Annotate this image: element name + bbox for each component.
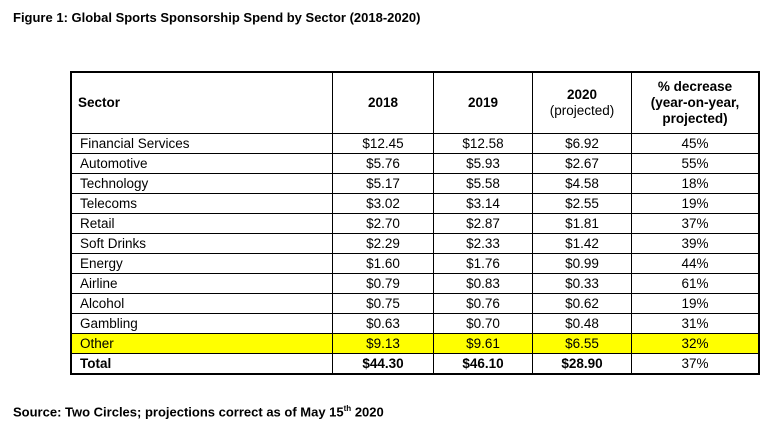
cell-sector: Gambling: [70, 313, 333, 334]
header-sector: Sector: [70, 71, 333, 134]
cell-pct-decrease: 61%: [631, 273, 760, 294]
sponsorship-table: Sector 2018 2019 2020 (projected) % decre…: [70, 71, 760, 375]
cell-pct-decrease: 55%: [631, 153, 760, 174]
cell-2020: $1.42: [532, 233, 632, 254]
cell-sector: Financial Services: [70, 133, 333, 154]
header-pct-line2: (year-on-year,: [650, 95, 740, 110]
table-header-row: Sector 2018 2019 2020 (projected) % decre…: [70, 71, 760, 134]
cell-pct-decrease: 31%: [631, 313, 760, 334]
cell-2019: $0.70: [433, 313, 533, 334]
table-row: Gambling $0.63 $0.70 $0.48 31%: [70, 313, 760, 334]
cell-2019: $5.58: [433, 173, 533, 194]
cell-2018: $0.75: [332, 293, 434, 314]
cell-sector: Airline: [70, 273, 333, 294]
cell-2020: $1.81: [532, 213, 632, 234]
table-row: Alcohol $0.75 $0.76 $0.62 19%: [70, 293, 760, 314]
table-row: Financial Services $12.45 $12.58 $6.92 45%: [70, 133, 760, 154]
cell-sector: Total: [70, 353, 333, 375]
header-2019: 2019: [433, 71, 533, 134]
cell-2020: $4.58: [532, 173, 632, 194]
cell-sector: Retail: [70, 213, 333, 234]
header-pct-line3: projected): [662, 111, 728, 126]
cell-pct-decrease: 39%: [631, 233, 760, 254]
cell-2019: $9.61: [433, 333, 533, 354]
cell-pct-decrease: 32%: [631, 333, 760, 354]
cell-2020: $6.92: [532, 133, 632, 154]
table-row: Automotive $5.76 $5.93 $2.67 55%: [70, 153, 760, 174]
cell-2020: $2.55: [532, 193, 632, 214]
source-year: 2020: [351, 404, 384, 420]
cell-2018: $9.13: [332, 333, 434, 354]
cell-2019: $2.87: [433, 213, 533, 234]
cell-2018: $44.30: [332, 353, 434, 375]
cell-2018: $5.76: [332, 153, 434, 174]
cell-2020: $0.62: [532, 293, 632, 314]
source-text: Source: Two Circles; projections correct…: [13, 404, 344, 420]
cell-sector: Telecoms: [70, 193, 333, 214]
cell-2018: $5.17: [332, 173, 434, 194]
header-pct-decrease: % decrease (year-on-year, projected): [631, 71, 760, 134]
cell-pct-decrease: 19%: [631, 193, 760, 214]
cell-pct-decrease: 18%: [631, 173, 760, 194]
source-sup: th: [343, 404, 352, 413]
cell-pct-decrease: 37%: [631, 353, 760, 375]
cell-sector: Technology: [70, 173, 333, 194]
cell-pct-decrease: 45%: [631, 133, 760, 154]
cell-2019: $2.33: [433, 233, 533, 254]
cell-2020: $0.99: [532, 253, 632, 274]
table-row: Other $9.13 $9.61 $6.55 32%: [70, 333, 760, 354]
cell-2020: $0.33: [532, 273, 632, 294]
cell-2018: $2.29: [332, 233, 434, 254]
cell-pct-decrease: 44%: [631, 253, 760, 274]
total-row: Total $44.30 $46.10 $28.90 37%: [70, 353, 760, 375]
cell-2019: $12.58: [433, 133, 533, 154]
cell-2019: $1.76: [433, 253, 533, 274]
figure-title: Figure 1: Global Sports Sponsorship Spen…: [13, 10, 421, 25]
cell-sector: Alcohol: [70, 293, 333, 314]
cell-pct-decrease: 19%: [631, 293, 760, 314]
cell-2019: $46.10: [433, 353, 533, 375]
cell-2019: $3.14: [433, 193, 533, 214]
header-pct-line1: % decrease: [657, 79, 733, 94]
cell-2020: $0.48: [532, 313, 632, 334]
cell-2019: $0.83: [433, 273, 533, 294]
cell-2020: $6.55: [532, 333, 632, 354]
source-note: Source: Two Circles; projections correct…: [13, 404, 384, 419]
cell-2020: $28.90: [532, 353, 632, 375]
cell-2018: $12.45: [332, 133, 434, 154]
cell-2019: $0.76: [433, 293, 533, 314]
table-row: Telecoms $3.02 $3.14 $2.55 19%: [70, 193, 760, 214]
cell-2018: $1.60: [332, 253, 434, 274]
table-row: Soft Drinks $2.29 $2.33 $1.42 39%: [70, 233, 760, 254]
table-row: Retail $2.70 $2.87 $1.81 37%: [70, 213, 760, 234]
cell-sector: Other: [70, 333, 333, 354]
cell-2018: $2.70: [332, 213, 434, 234]
cell-2019: $5.93: [433, 153, 533, 174]
cell-2020: $2.67: [532, 153, 632, 174]
cell-2018: $0.63: [332, 313, 434, 334]
header-2020: 2020 (projected): [532, 71, 632, 134]
table-row: Airline $0.79 $0.83 $0.33 61%: [70, 273, 760, 294]
header-2020-note: (projected): [549, 103, 615, 118]
header-2018: 2018: [332, 71, 434, 134]
cell-sector: Soft Drinks: [70, 233, 333, 254]
header-2020-year: 2020: [566, 87, 598, 102]
table-row: Energy $1.60 $1.76 $0.99 44%: [70, 253, 760, 274]
table-row: Technology $5.17 $5.58 $4.58 18%: [70, 173, 760, 194]
cell-sector: Automotive: [70, 153, 333, 174]
cell-sector: Energy: [70, 253, 333, 274]
cell-2018: $0.79: [332, 273, 434, 294]
cell-pct-decrease: 37%: [631, 213, 760, 234]
cell-2018: $3.02: [332, 193, 434, 214]
